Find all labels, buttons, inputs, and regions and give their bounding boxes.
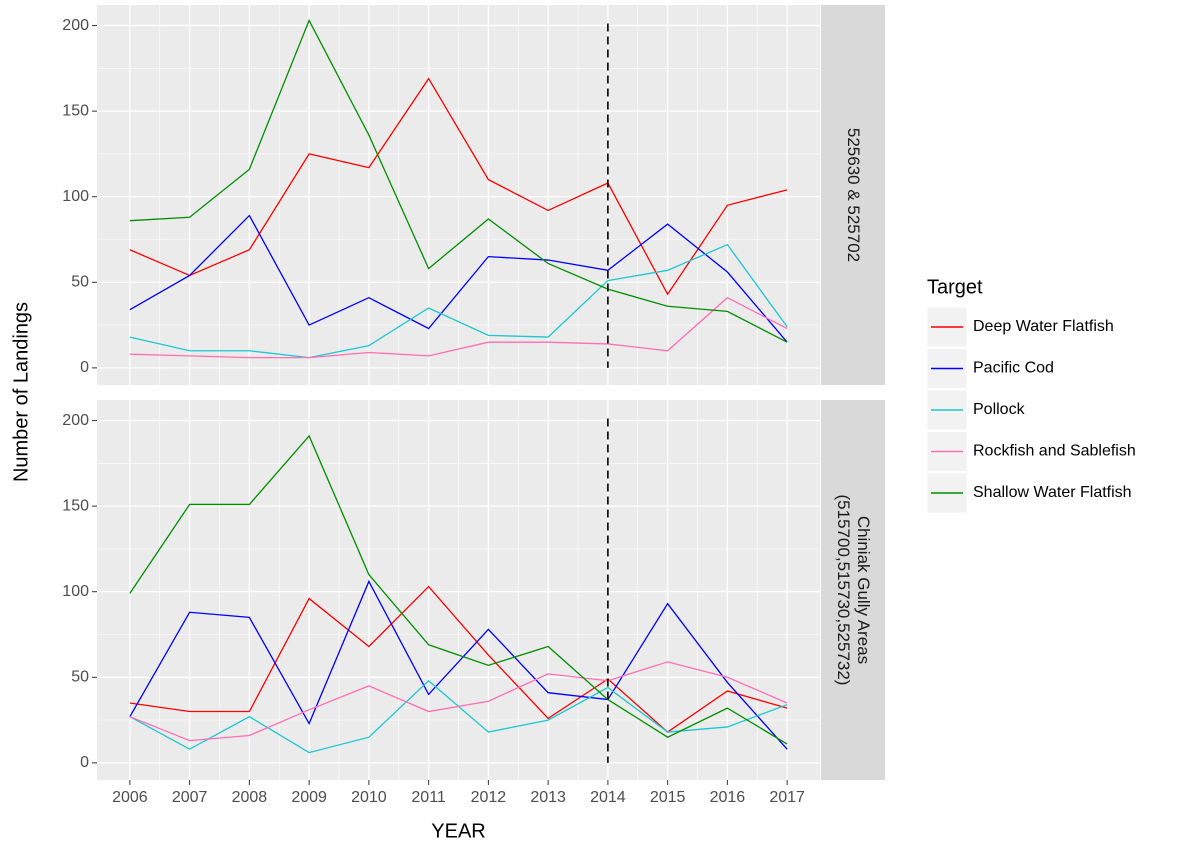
series-line xyxy=(129,661,788,742)
y-tick-label: 200 xyxy=(62,412,89,429)
x-tick-label: 2012 xyxy=(471,789,507,806)
legend-title: Target xyxy=(927,276,983,298)
series-line xyxy=(129,243,788,359)
legend-label: Rockfish and Sablefish xyxy=(973,443,1136,460)
y-tick-label: 100 xyxy=(62,188,89,205)
x-tick-label: 2010 xyxy=(351,789,387,806)
x-tick-label: 2015 xyxy=(650,789,686,806)
series-line xyxy=(129,579,788,750)
legend-label: Pollock xyxy=(973,401,1026,418)
y-tick-label: 50 xyxy=(71,669,89,686)
series-line xyxy=(129,585,788,733)
x-tick-label: 2011 xyxy=(411,789,446,806)
strip-background xyxy=(821,5,885,385)
x-tick-label: 2017 xyxy=(769,789,805,806)
y-axis-title: Number of Landings xyxy=(10,302,32,482)
y-tick-label: 0 xyxy=(80,359,89,376)
series-line xyxy=(129,434,788,745)
y-tick-label: 0 xyxy=(80,754,89,771)
series-line xyxy=(129,77,788,296)
series-line xyxy=(129,296,788,359)
y-tick-label: 150 xyxy=(62,497,89,514)
strip-label: Chiniak Gully Areas xyxy=(854,516,873,664)
x-tick-label: 2016 xyxy=(710,789,746,806)
legend-label: Deep Water Flatfish xyxy=(973,318,1114,335)
y-tick-label: 50 xyxy=(71,274,89,291)
y-tick-label: 100 xyxy=(62,583,89,600)
series-line xyxy=(129,18,788,343)
x-tick-label: 2008 xyxy=(232,789,268,806)
x-tick-label: 2007 xyxy=(172,789,208,806)
strip-background xyxy=(821,400,885,780)
legend-label: Pacific Cod xyxy=(973,360,1054,377)
strip-label: 525630 & 525702 xyxy=(844,128,863,262)
y-tick-label: 200 xyxy=(62,17,89,34)
y-tick-label: 150 xyxy=(62,102,89,119)
x-tick-label: 2006 xyxy=(112,789,148,806)
x-axis-title: YEAR xyxy=(431,820,485,842)
x-tick-label: 2013 xyxy=(530,789,566,806)
x-tick-label: 2009 xyxy=(291,789,327,806)
x-tick-label: 2014 xyxy=(590,789,626,806)
strip-label: (515700,515730,525732) xyxy=(834,495,853,686)
series-line xyxy=(129,214,788,343)
legend-label: Shallow Water Flatfish xyxy=(973,484,1132,501)
